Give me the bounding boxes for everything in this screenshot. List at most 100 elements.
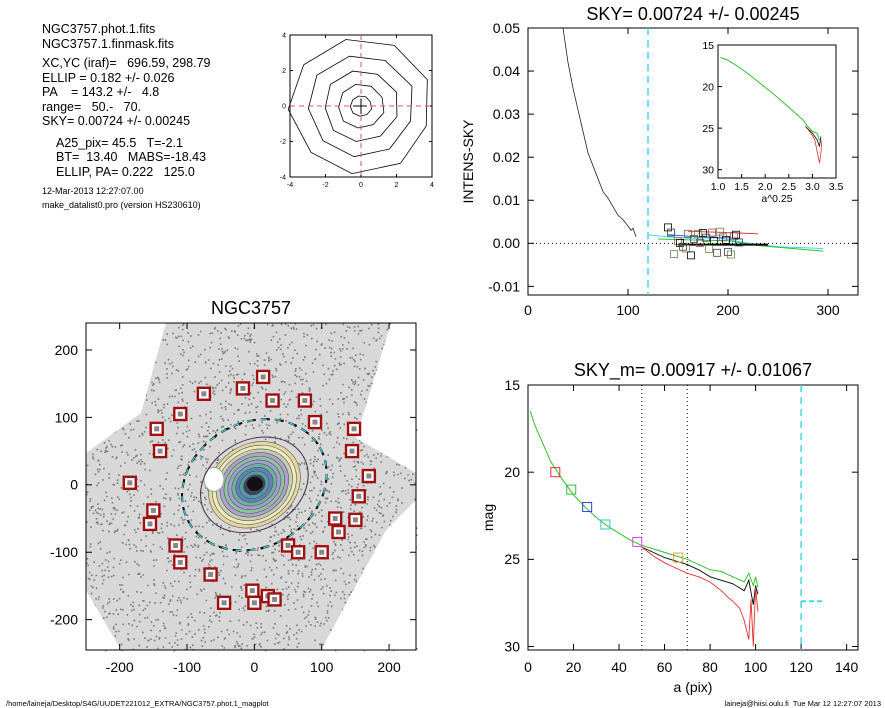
- sky-box-fill: [147, 521, 153, 527]
- x-tick-label: -2: [322, 182, 328, 189]
- sky-box-fill: [249, 588, 255, 594]
- inset-x-tick-label: 1.5: [734, 181, 749, 193]
- mag-marker: [632, 536, 643, 547]
- inset-y-tick-label: 25: [702, 123, 714, 135]
- sky-box: [679, 242, 687, 251]
- sky-box: [719, 233, 727, 242]
- masked-star: [203, 466, 225, 492]
- sky-box: [667, 228, 675, 237]
- sky-ylabel: INTENS-SKY: [460, 119, 476, 204]
- y-tick-label: 0.02: [493, 149, 520, 165]
- inset-green-curve: [720, 57, 820, 141]
- y-tick-label: -200: [50, 612, 78, 628]
- sky-box-fill: [260, 374, 266, 380]
- info-files: NGC3757.phot.1.fits NGC3757.1.finmask.fit…: [42, 22, 211, 51]
- sky-box: [699, 229, 707, 237]
- y-tick-label: -0.01: [488, 278, 520, 294]
- sky-box-fill: [356, 493, 362, 499]
- mask-region: [356, 323, 416, 473]
- sky-plot: 0 100 200 300 -0.01 0.00 0.01 0.02 0.03 0.04 0.05: [488, 20, 859, 318]
- sky-box: [687, 251, 695, 260]
- sky-box: [724, 248, 732, 256]
- y-tick-label: 100: [55, 409, 79, 425]
- sky-box-fill: [208, 571, 214, 577]
- sky-box: [722, 235, 730, 244]
- sky-box: [705, 245, 713, 253]
- sky-box-fill: [336, 529, 342, 535]
- y-tick-label: 30: [504, 638, 520, 654]
- mag-marker: [550, 467, 561, 478]
- contour-line: [307, 55, 413, 158]
- y-tick-label: -2: [280, 139, 286, 146]
- sky-box: [730, 232, 738, 240]
- image-plot-frame: [85, 322, 417, 651]
- y-tick-label: 0.05: [493, 20, 520, 36]
- mag-ylabel: mag: [480, 504, 496, 531]
- x-tick-label: 2: [395, 182, 399, 189]
- y-tick-label: 200: [55, 342, 79, 358]
- x-tick-label: -4: [287, 182, 293, 189]
- sky-box: [702, 233, 710, 242]
- sky-box-fill: [302, 398, 308, 404]
- sky-box-fill: [154, 426, 160, 432]
- info-line: NGC3757.1.finmask.fits: [42, 36, 174, 51]
- sky-box: [710, 236, 718, 245]
- mag-marker: [600, 519, 611, 530]
- x-tick-label: 300: [816, 302, 840, 318]
- info-timestamp: 12-Mar-2013 12:27:07.00 make_datalist0.pr…: [42, 184, 211, 212]
- y-tick-label: -100: [50, 544, 78, 560]
- sky-title: SKY= 0.00724 +/- 0.00245: [586, 4, 799, 24]
- sky-box: [696, 238, 704, 247]
- x-tick-label: 100: [616, 302, 640, 318]
- mask-region: [86, 590, 121, 650]
- inset-x-tick-label: 1.0: [711, 181, 726, 193]
- sky-box-fill: [201, 391, 207, 397]
- sky-box: [735, 238, 743, 247]
- sky-box-fill: [157, 448, 163, 454]
- contour-line: [338, 83, 385, 129]
- inset-y-tick-label: 20: [702, 82, 714, 94]
- info-line: BT= 13.40 MABS=-18.43: [56, 150, 207, 164]
- x-tick-label: -200: [106, 659, 134, 675]
- sky-box: [674, 237, 682, 246]
- image-noise: [86, 323, 418, 652]
- info-galaxy-params: A25_pix= 45.5 T=-2.1 BT= 13.40 MABS=-18.4…: [42, 136, 211, 180]
- sky-box-fill: [240, 385, 246, 391]
- mask-region: [321, 500, 416, 650]
- info-line: NGC3757.phot.1.fits: [42, 22, 156, 36]
- y-tick-label: 0: [282, 103, 286, 110]
- y-tick-label: 4: [282, 32, 286, 39]
- sky-box-fill: [319, 549, 325, 555]
- y-tick-label: 25: [504, 551, 520, 567]
- mag-plot-frame: [527, 384, 859, 651]
- x-tick-label: 20: [566, 659, 582, 675]
- x-tick-label: 0: [359, 182, 363, 189]
- info-line: XC,YC (iraf)= 696.59, 298.79: [42, 56, 211, 70]
- x-tick-label: 100: [310, 659, 334, 675]
- inset-x-tick-label: 3.5: [829, 181, 844, 193]
- contour-plot: -4 -2 0 2 4 -4 -2 0 2 4: [280, 32, 434, 189]
- mask-region: [86, 323, 166, 453]
- x-tick-label: -100: [173, 659, 201, 675]
- inset-frame: [717, 44, 837, 179]
- y-tick-label: 0.04: [493, 63, 520, 79]
- sky-box-fill: [177, 559, 183, 565]
- sky-box: [694, 229, 702, 238]
- footer-path: /home/laineja/Desktop/S4G/UUDET221012_EX…: [6, 699, 269, 708]
- sky-box-fill: [173, 542, 179, 548]
- x-tick-label: 100: [744, 659, 768, 675]
- info-line: PA = 143.2 +/- 4.8: [42, 85, 160, 99]
- y-tick-label: 0: [70, 477, 78, 493]
- inset-plot: 1.0 1.5 2.0 2.5 3.0 3.5 15 20 25 30 a^0.25: [702, 40, 843, 205]
- sky-box: [664, 223, 672, 232]
- sky-box-fill: [272, 596, 278, 602]
- inset-red-curve: [807, 128, 823, 164]
- sky-box-fill: [251, 600, 257, 606]
- mag-title: SKY_m= 0.00917 +/- 0.01067: [574, 360, 812, 381]
- x-tick-label: 0: [524, 302, 532, 318]
- isophote-outer: [200, 436, 309, 534]
- y-tick-label: 0.01: [493, 192, 520, 208]
- sky-box: [713, 248, 721, 257]
- sky-box-fill: [352, 517, 358, 523]
